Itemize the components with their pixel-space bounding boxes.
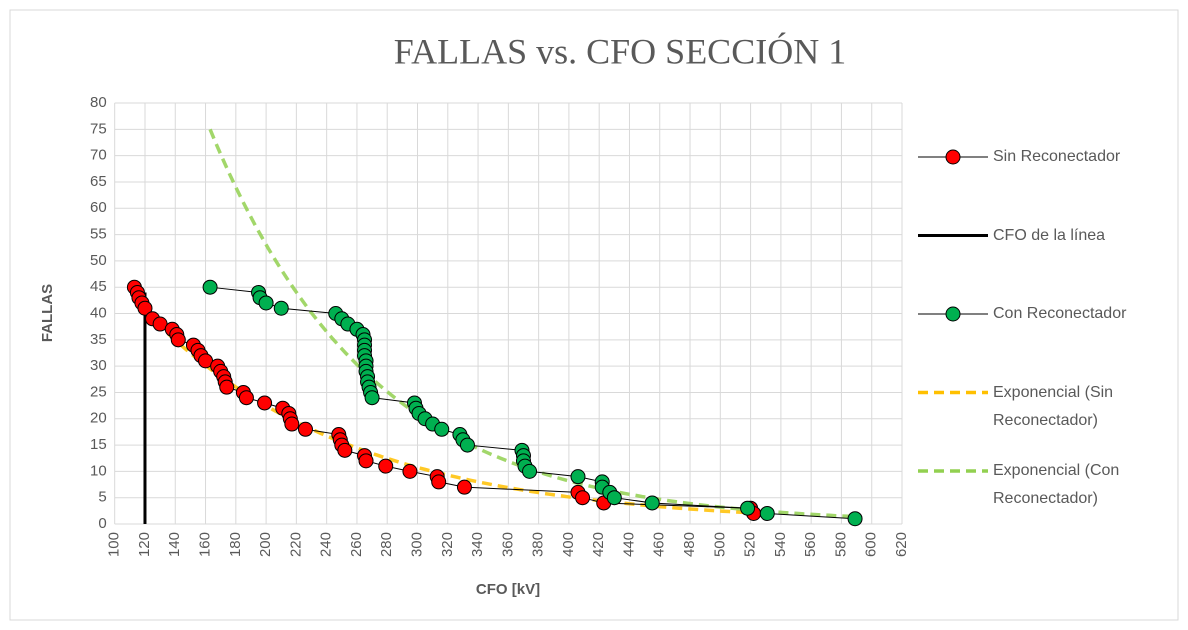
data-point [431,474,447,490]
y-tick-label: 5 [98,489,106,506]
data-point [337,442,353,458]
x-tick-label: 120 [136,532,153,557]
x-tick-label: 200 [257,532,274,557]
x-tick-label: 260 [348,532,365,557]
x-tick-label: 340 [469,532,486,557]
x-tick-label: 480 [681,532,698,557]
legend-marker [945,149,961,165]
chart-title: FALLAS vs. CFO SECCIÓN 1 [394,31,846,71]
x-tick-label: 220 [287,532,304,557]
legend-label: CFO de la línea [993,226,1106,244]
data-point [459,437,475,453]
data-point [219,379,235,395]
x-tick-label: 520 [742,532,759,557]
data-point [644,495,660,511]
x-tick-label: 600 [863,532,880,557]
chart-frame [9,9,1179,621]
data-point [258,295,274,311]
y-tick-label: 0 [98,515,106,532]
legend-label: Sin Reconectador [993,148,1121,165]
y-tick-label: 55 [90,226,107,243]
data-point [273,300,289,316]
y-tick-label: 35 [90,331,107,348]
data-point [202,279,218,295]
x-tick-label: 560 [802,532,819,557]
y-tick-label: 15 [90,436,107,453]
data-point [847,511,863,527]
data-point [570,469,586,485]
y-tick-label: 75 [90,120,107,137]
x-tick-label: 400 [560,532,577,557]
x-tick-label: 440 [620,532,637,557]
data-point [358,453,374,469]
data-point [759,505,775,521]
y-tick-label: 10 [90,462,107,479]
legend-label: Con Reconectador [993,305,1127,322]
y-tick-label: 50 [90,252,107,269]
data-point [402,463,418,479]
x-tick-label: 320 [439,532,456,557]
data-point [606,490,622,506]
y-tick-label: 80 [90,94,107,111]
data-point [364,390,380,406]
y-tick-label: 20 [90,410,107,427]
y-tick-label: 45 [90,278,107,295]
data-point [137,300,153,316]
x-tick-label: 620 [893,532,910,557]
data-point [257,395,273,411]
y-tick-label: 65 [90,173,107,190]
x-tick-label: 420 [590,532,607,557]
data-point [238,390,254,406]
data-point [522,463,538,479]
x-tick-label: 140 [166,532,183,557]
x-tick-label: 380 [530,532,547,557]
y-tick-label: 40 [90,304,107,321]
x-tick-label: 500 [711,532,728,557]
legend-marker [945,306,961,322]
data-point [378,458,394,474]
x-tick-label: 540 [772,532,789,557]
y-tick-label: 30 [90,357,107,374]
y-tick-label: 25 [90,383,107,400]
y-tick-label: 60 [90,199,107,216]
x-tick-label: 460 [651,532,668,557]
legend-label: Exponencial (Con Reconectador) [993,462,1120,507]
data-point [575,490,591,506]
data-point [297,421,313,437]
data-point [170,332,186,348]
legend-label: Exponencial (Sin Reconectador) [993,383,1114,429]
x-tick-label: 160 [197,532,214,557]
x-axis-title: CFO [kV] [476,581,540,598]
data-point [284,416,300,432]
y-axis-title: FALLAS [39,284,56,342]
x-tick-label: 100 [106,532,123,557]
x-tick-label: 280 [378,532,395,557]
y-tick-label: 70 [90,147,107,164]
x-tick-label: 360 [499,532,516,557]
data-point [740,500,756,516]
x-tick-label: 580 [832,532,849,557]
x-tick-label: 240 [318,532,335,557]
x-tick-label: 300 [408,532,425,557]
x-tick-label: 180 [227,532,244,557]
data-point [434,421,450,437]
data-point [456,479,472,495]
